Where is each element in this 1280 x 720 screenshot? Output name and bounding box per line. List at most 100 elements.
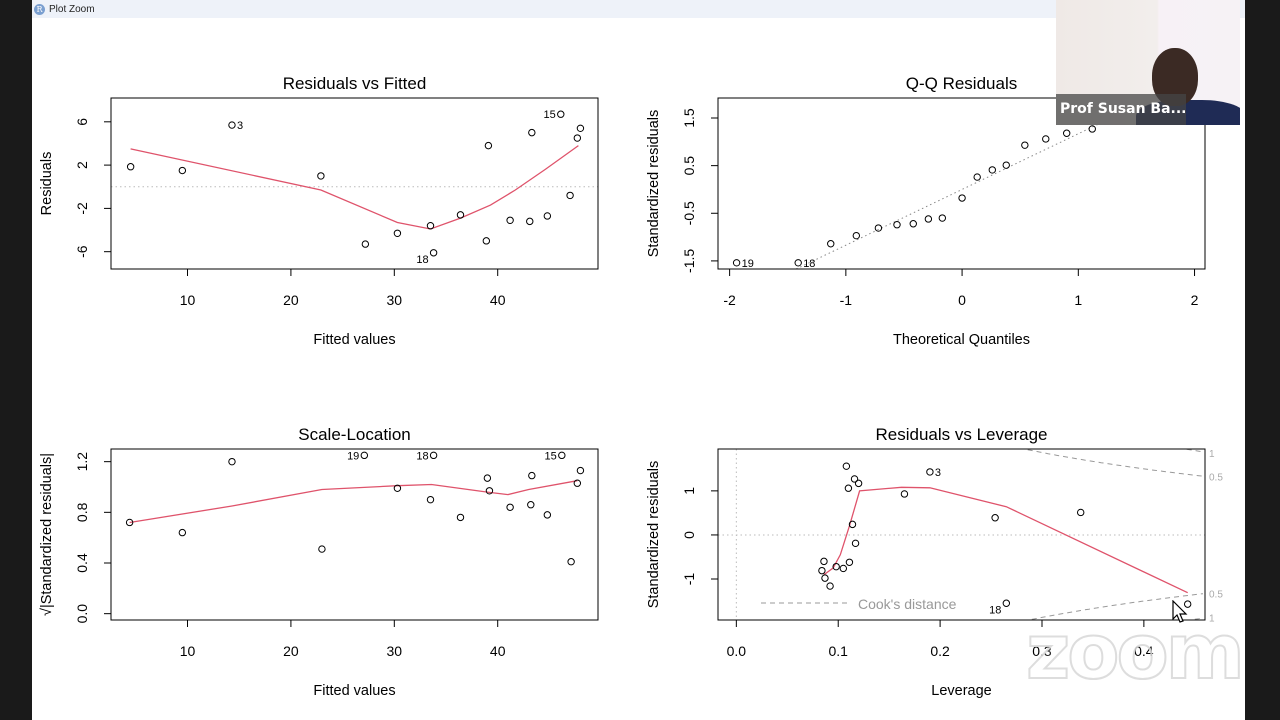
data-point xyxy=(1062,129,1071,137)
point-label: 3 xyxy=(935,467,941,479)
data-point xyxy=(900,490,909,498)
y-tick-label: -0.5 xyxy=(681,201,697,225)
x-tick-label: 10 xyxy=(180,292,196,308)
data-point xyxy=(1042,135,1050,143)
data-point xyxy=(567,558,575,566)
cooks-distance-contour xyxy=(1031,593,1204,620)
y-axis-label: Residuals xyxy=(39,152,55,216)
zoom-watermark: zoom xyxy=(1025,607,1246,696)
y-tick-label: 0.5 xyxy=(681,156,697,176)
data-point xyxy=(827,240,835,248)
data-point xyxy=(909,220,917,228)
data-point xyxy=(1077,508,1085,517)
y-tick-label: 1 xyxy=(681,487,697,495)
data-point xyxy=(557,110,565,118)
cooks-distance-contour xyxy=(1194,617,1204,620)
x-axis-label: Fitted values xyxy=(313,683,395,699)
smooth-line xyxy=(130,145,579,230)
y-tick-label: 1.5 xyxy=(681,108,697,128)
point-label: 18 xyxy=(803,258,815,270)
data-point xyxy=(566,191,574,200)
data-point xyxy=(852,231,861,240)
x-tick-label: 0.0 xyxy=(727,643,747,659)
data-point xyxy=(854,479,863,488)
y-tick-label: 6 xyxy=(74,118,90,126)
x-tick-label: 0.1 xyxy=(828,643,848,659)
data-point xyxy=(573,134,582,142)
data-point xyxy=(528,471,536,480)
plot-area xyxy=(718,449,1205,620)
window-title: Plot Zoom xyxy=(49,3,95,15)
data-point xyxy=(178,166,187,175)
data-point xyxy=(832,562,840,571)
video-thumbnail[interactable]: Prof Susan Ba... xyxy=(1056,0,1240,125)
data-point xyxy=(483,474,492,482)
r-logo-icon: R xyxy=(34,3,45,15)
data-point xyxy=(848,520,857,529)
plot-frame xyxy=(110,97,599,270)
data-point xyxy=(1002,161,1010,169)
data-point xyxy=(506,503,514,511)
plot-area xyxy=(795,98,1154,269)
data-point xyxy=(482,237,491,245)
chart-title: Residuals vs Leverage xyxy=(876,425,1048,444)
data-point xyxy=(820,557,828,566)
chart-title: Q-Q Residuals xyxy=(906,74,1017,93)
data-point xyxy=(558,451,566,460)
cooks-distance-contour xyxy=(1186,449,1204,453)
data-point xyxy=(429,249,438,257)
point-label: 15 xyxy=(545,450,557,462)
data-point xyxy=(1021,141,1029,149)
data-point xyxy=(794,259,802,267)
data-point xyxy=(1183,600,1192,608)
data-point xyxy=(485,487,494,495)
x-tick-label: 30 xyxy=(387,292,403,308)
cooks-level-label: 0.5 xyxy=(1209,472,1223,483)
panel-1 xyxy=(104,97,599,276)
data-point xyxy=(938,214,947,222)
x-tick-label: 1 xyxy=(1074,292,1082,308)
point-label: 15 xyxy=(544,109,556,121)
y-tick-label: 0.0 xyxy=(74,604,90,624)
data-point xyxy=(576,466,585,475)
plot-zoom-window: R Plot Zoom xyxy=(32,0,1245,720)
data-point xyxy=(839,564,848,573)
data-point xyxy=(527,501,535,509)
data-point xyxy=(426,495,435,504)
x-axis-label: Fitted values xyxy=(313,332,395,348)
data-point xyxy=(988,166,997,174)
plot-area xyxy=(129,480,578,524)
point-label: 18 xyxy=(416,254,428,266)
legend-label: Cook's distance xyxy=(858,596,957,612)
y-tick-label: -2 xyxy=(74,202,90,215)
y-axis-label: √|Standardized residuals| xyxy=(39,453,55,616)
data-point xyxy=(318,545,326,553)
plot-frame xyxy=(110,448,599,621)
data-point xyxy=(393,229,402,237)
data-point xyxy=(845,558,854,566)
x-tick-label: -2 xyxy=(723,292,736,308)
data-point xyxy=(826,582,834,590)
qq-reference-line xyxy=(795,98,1154,269)
y-tick-label: 0.8 xyxy=(74,502,90,522)
y-tick-label: 0.4 xyxy=(74,553,90,573)
plot-frame xyxy=(717,448,1206,621)
data-point xyxy=(1002,599,1011,607)
y-axis-label: Standardized residuals xyxy=(646,110,662,258)
data-point xyxy=(821,574,829,582)
data-point xyxy=(818,566,826,575)
x-tick-label: 40 xyxy=(490,643,506,659)
x-tick-label: 0 xyxy=(958,292,966,308)
data-point xyxy=(851,539,860,548)
data-point xyxy=(125,518,134,527)
data-point xyxy=(732,259,741,267)
data-point xyxy=(973,173,981,181)
data-point xyxy=(393,484,402,492)
chart-title: Residuals vs Fitted xyxy=(283,74,427,93)
data-point xyxy=(506,216,514,224)
data-point xyxy=(842,462,851,470)
data-point xyxy=(429,451,438,460)
y-tick-label: -6 xyxy=(74,245,90,258)
data-point xyxy=(844,484,853,492)
data-point xyxy=(456,513,465,522)
